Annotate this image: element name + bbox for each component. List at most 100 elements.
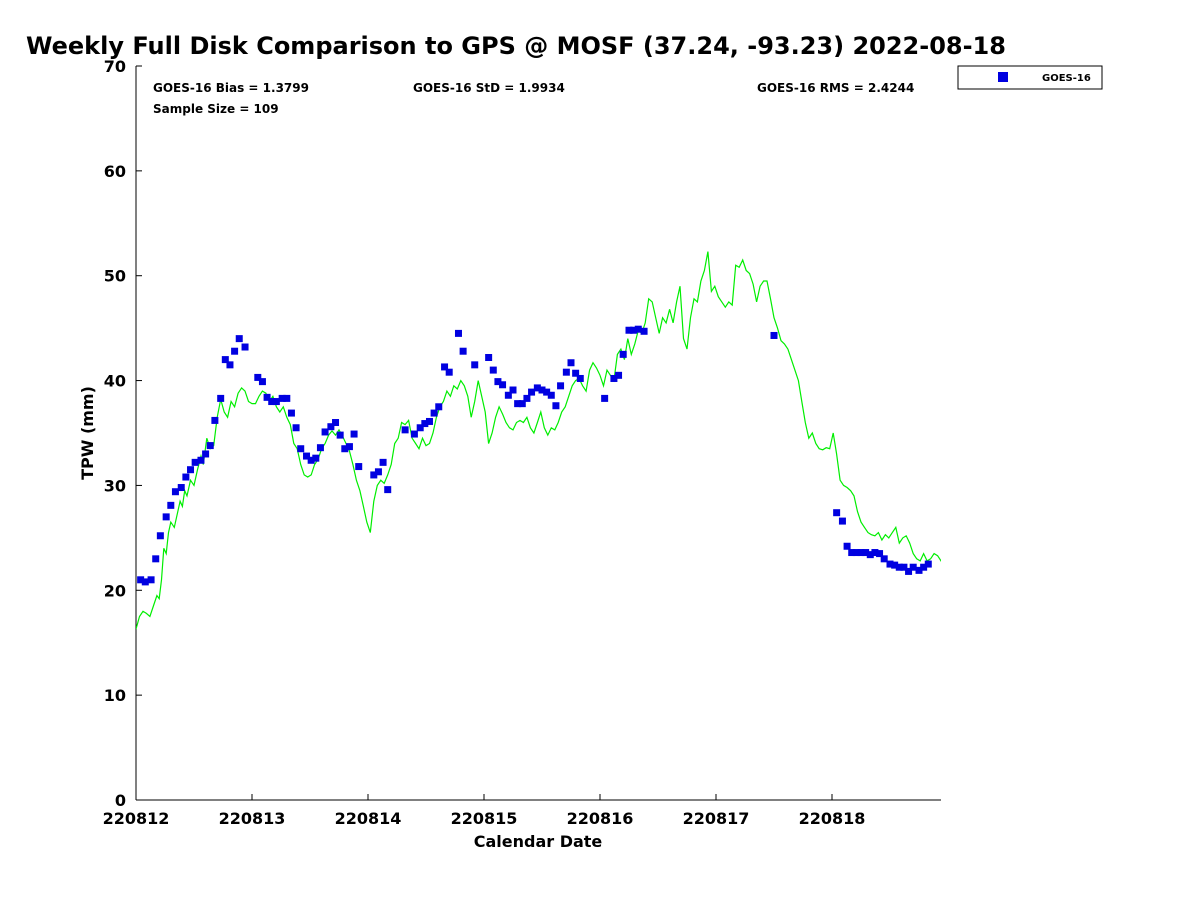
goes16-point: [891, 561, 899, 569]
goes16-point: [312, 454, 320, 462]
goes16-point: [435, 403, 443, 411]
series-layer: [136, 251, 941, 630]
goes16-point: [880, 555, 888, 563]
goes16-point: [886, 560, 894, 568]
goes16-point: [489, 366, 497, 374]
goes16-point: [162, 513, 170, 521]
goes16-point: [770, 331, 778, 339]
goes16-point: [258, 378, 266, 386]
goes16-point: [221, 356, 229, 364]
goes16-point: [416, 424, 424, 432]
goes16-point: [576, 374, 584, 382]
y-tick-label: 0: [115, 791, 126, 810]
legend-box: [957, 65, 1103, 90]
goes16-point: [543, 388, 551, 396]
goes16-point: [141, 578, 149, 586]
goes16-point: [441, 363, 449, 371]
y-axis-ticks: 0 10 20 30 40 50 60 70: [104, 57, 142, 810]
goes16-point: [920, 563, 928, 571]
goes16-point: [852, 549, 860, 557]
goes16-point: [905, 567, 913, 575]
x-tick-label: 220813: [219, 809, 286, 828]
legend-marker-goes16: [998, 72, 1008, 82]
legend-label-goes16: GOES-16: [1042, 73, 1091, 84]
goes16-point: [876, 550, 884, 558]
goes16-point: [147, 576, 155, 584]
goes16-point: [268, 398, 276, 406]
goes16-point: [217, 394, 225, 402]
x-tick-label: 220814: [335, 809, 402, 828]
goes16-point: [283, 394, 291, 402]
goes16-point: [459, 347, 467, 355]
goes16-point: [303, 452, 311, 460]
goes16-point: [287, 409, 295, 417]
goes16-point: [509, 386, 517, 394]
goes16-point: [494, 378, 502, 386]
goes16-point: [297, 445, 305, 453]
goes16-point: [292, 424, 300, 432]
goes16-point: [547, 391, 555, 399]
y-tick-label: 40: [104, 372, 126, 391]
goes16-point: [374, 468, 382, 476]
goes16-point: [332, 419, 340, 427]
goes16-point: [226, 361, 234, 369]
x-tick-label: 220816: [567, 809, 634, 828]
x-tick-label: 220818: [799, 809, 866, 828]
goes16-point: [857, 549, 865, 557]
goes16-point: [263, 393, 271, 401]
goes16-point: [843, 542, 851, 550]
goes16-point: [316, 444, 324, 452]
goes16-point: [307, 456, 315, 464]
goes16-point: [552, 402, 560, 410]
y-tick-label: 20: [104, 581, 126, 600]
sample-size-stat: Sample Size = 109: [153, 102, 279, 116]
goes16-point: [384, 486, 392, 494]
goes16-point: [630, 326, 638, 334]
goes16-point: [838, 517, 846, 525]
goes16-point: [272, 398, 280, 406]
goes16-point: [915, 566, 923, 574]
goes16-point: [430, 409, 438, 417]
goes16-point: [191, 458, 199, 466]
goes16-point: [231, 347, 239, 355]
goes16-point: [156, 532, 164, 540]
goes16-point: [171, 488, 179, 496]
goes16-point: [610, 374, 618, 382]
goes16-point: [177, 484, 185, 492]
goes16-point: [615, 371, 623, 379]
goes16-point: [278, 394, 286, 402]
goes16-point: [895, 563, 903, 571]
goes16-point: [370, 471, 378, 479]
goes16-point: [235, 335, 243, 343]
goes16-point: [182, 473, 190, 481]
goes16-point: [909, 563, 917, 571]
goes16-point: [499, 381, 507, 389]
goes16-point: [523, 394, 531, 402]
goes16-point: [421, 420, 429, 428]
x-tick-label: 220812: [103, 809, 170, 828]
goes16-point: [425, 417, 433, 425]
x-axis-label: Calendar Date: [474, 832, 603, 851]
goes16-point: [321, 428, 329, 436]
y-tick-label: 10: [104, 686, 126, 705]
goes16-point: [341, 445, 349, 453]
goes16-point: [379, 458, 387, 466]
goes16-point: [557, 382, 565, 390]
goes16-point: [528, 388, 536, 396]
chart-title: Weekly Full Disk Comparison to GPS @ MOS…: [26, 32, 1006, 60]
goes16-point: [401, 426, 409, 434]
x-axis-ticks: 220812 220813 220814 220815 220816 220817 2208…: [103, 794, 866, 828]
legend: GOES-16: [957, 65, 1103, 90]
goes16-point: [866, 551, 874, 559]
goes16-point: [504, 391, 512, 399]
goes16-point: [211, 416, 219, 424]
bias-stat: GOES-16 Bias = 1.3799: [153, 81, 309, 95]
goes16-point: [538, 386, 546, 394]
goes16-point: [533, 384, 541, 392]
goes16-point: [167, 501, 175, 509]
y-tick-label: 70: [104, 57, 126, 76]
y-tick-label: 30: [104, 476, 126, 495]
x-tick-label: 220815: [451, 809, 518, 828]
goes16-point: [562, 368, 570, 376]
